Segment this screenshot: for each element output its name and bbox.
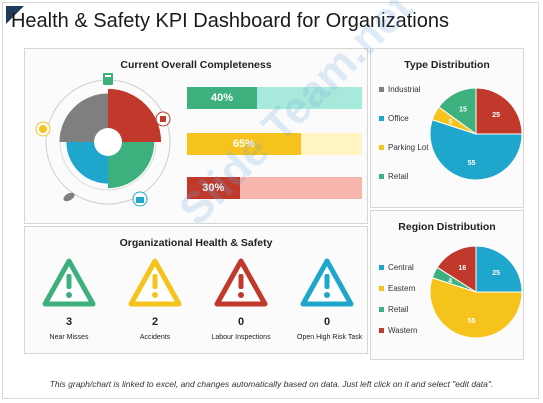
warning-triangle-icon [214, 258, 268, 307]
building-icon [155, 111, 171, 127]
completeness-bar-label: 65% [232, 138, 255, 150]
polar-segment [66, 142, 108, 184]
dashboard-frame [2, 2, 539, 399]
legend-label: Central [388, 263, 414, 272]
legend-item: Industrial [379, 85, 420, 94]
warning-triangle-icon [42, 258, 96, 307]
legend-swatch [379, 265, 384, 270]
legend-item: Eastern [379, 284, 416, 293]
legend-label: Retail [388, 305, 409, 314]
pie-value-label: 5 [449, 119, 453, 126]
pie-slice [475, 245, 523, 293]
completeness-bar-fill: 65% [187, 133, 301, 155]
region-distribution-title: Region Distribution [398, 221, 496, 233]
pie-value-label: 25 [492, 112, 500, 119]
legend-item: Office [379, 114, 409, 123]
type-distribution-title: Type Distribution [404, 59, 490, 71]
legend-swatch [379, 116, 384, 121]
legend-swatch [379, 307, 384, 312]
pie-value-label: 15 [459, 107, 467, 114]
completeness-bar: 65% [187, 133, 362, 155]
pie-value-label: 25 [492, 270, 500, 277]
completeness-bar: 40% [187, 87, 362, 109]
completeness-title: Current Overall Completeness [120, 59, 272, 71]
completeness-bar-label: 40% [210, 92, 234, 104]
legend-label: Retail [388, 172, 409, 181]
legend-item: Retail [379, 172, 408, 181]
pie-value-label: 4 [448, 278, 452, 285]
pie-slice [475, 87, 523, 135]
legend-label: Wastern [388, 326, 418, 335]
pie-value-label: 55 [468, 318, 476, 325]
page-title: Health & Safety KPI Dashboard for Organi… [10, 10, 449, 32]
completeness-panel: Current Overall Completeness 40% 65% 30% [24, 48, 368, 224]
warning-triangle-icon [300, 258, 354, 307]
legend-swatch [379, 87, 384, 92]
polar-segment [59, 93, 108, 142]
legend-item: Retail [379, 305, 408, 314]
legend-item: Wastern [379, 326, 418, 335]
incident-item: 0 Labour Inspections [211, 257, 271, 341]
legend-swatch [379, 328, 384, 333]
completeness-bar-label: 30% [202, 182, 225, 194]
legend-item: Central [379, 263, 414, 272]
health-safety-title: Organizational Health & Safety [119, 237, 273, 249]
legend-swatch [379, 286, 384, 291]
legend-swatch [379, 174, 384, 179]
pie-slice [436, 245, 477, 293]
globe-icon [35, 121, 51, 137]
incident-label: Open High Risk Task [297, 334, 363, 341]
footnote: This graph/chart is linked to excel, and… [49, 379, 494, 389]
incident-count: 3 [65, 316, 73, 328]
incident-label: Labour Inspections [211, 334, 271, 341]
legend-label: Office [388, 114, 409, 123]
pie-value-label: 16 [458, 265, 466, 272]
incident-item: 3 Near Misses [39, 257, 99, 341]
warning-triangle-icon [128, 258, 182, 307]
region-pie-chart: 25 55 4 16 [429, 245, 523, 339]
health-safety-panel: Organizational Health & Safety 3 Near Mis… [24, 226, 368, 354]
type-distribution-panel: Type Distribution Industrial Office Parkin… [370, 48, 524, 208]
pie-slice [438, 87, 477, 135]
pie-slice [429, 277, 523, 339]
completeness-bar-fill: 40% [187, 87, 257, 109]
legend-item: Parking Lot [379, 143, 428, 152]
briefcase-icon [132, 191, 148, 207]
corner-triangle-icon [6, 6, 24, 24]
region-distribution-panel: Region Distribution Central Eastern Retail… [370, 210, 524, 360]
completeness-bar-fill: 30% [187, 177, 240, 199]
leaf-icon [63, 192, 75, 202]
completeness-bar: 30% [187, 177, 362, 199]
incident-item: 0 Open High Risk Task [297, 257, 363, 341]
polar-area-chart [35, 73, 171, 207]
incident-item: 2 Accidents [125, 257, 185, 341]
clipboard-icon [103, 73, 113, 85]
incident-count: 2 [151, 316, 159, 328]
pie-slice [429, 119, 523, 181]
incident-count: 0 [237, 316, 245, 328]
legend-label: Parking Lot [388, 143, 429, 152]
incident-label: Near Misses [49, 334, 89, 341]
polar-segment [108, 142, 155, 189]
pie-value-label: 55 [468, 160, 476, 167]
incident-label: Accidents [139, 334, 171, 341]
legend-swatch [379, 145, 384, 150]
incident-count: 0 [323, 316, 331, 328]
polar-segment [108, 88, 162, 142]
legend-label: Eastern [388, 284, 416, 293]
legend-label: Industrial [388, 85, 421, 94]
